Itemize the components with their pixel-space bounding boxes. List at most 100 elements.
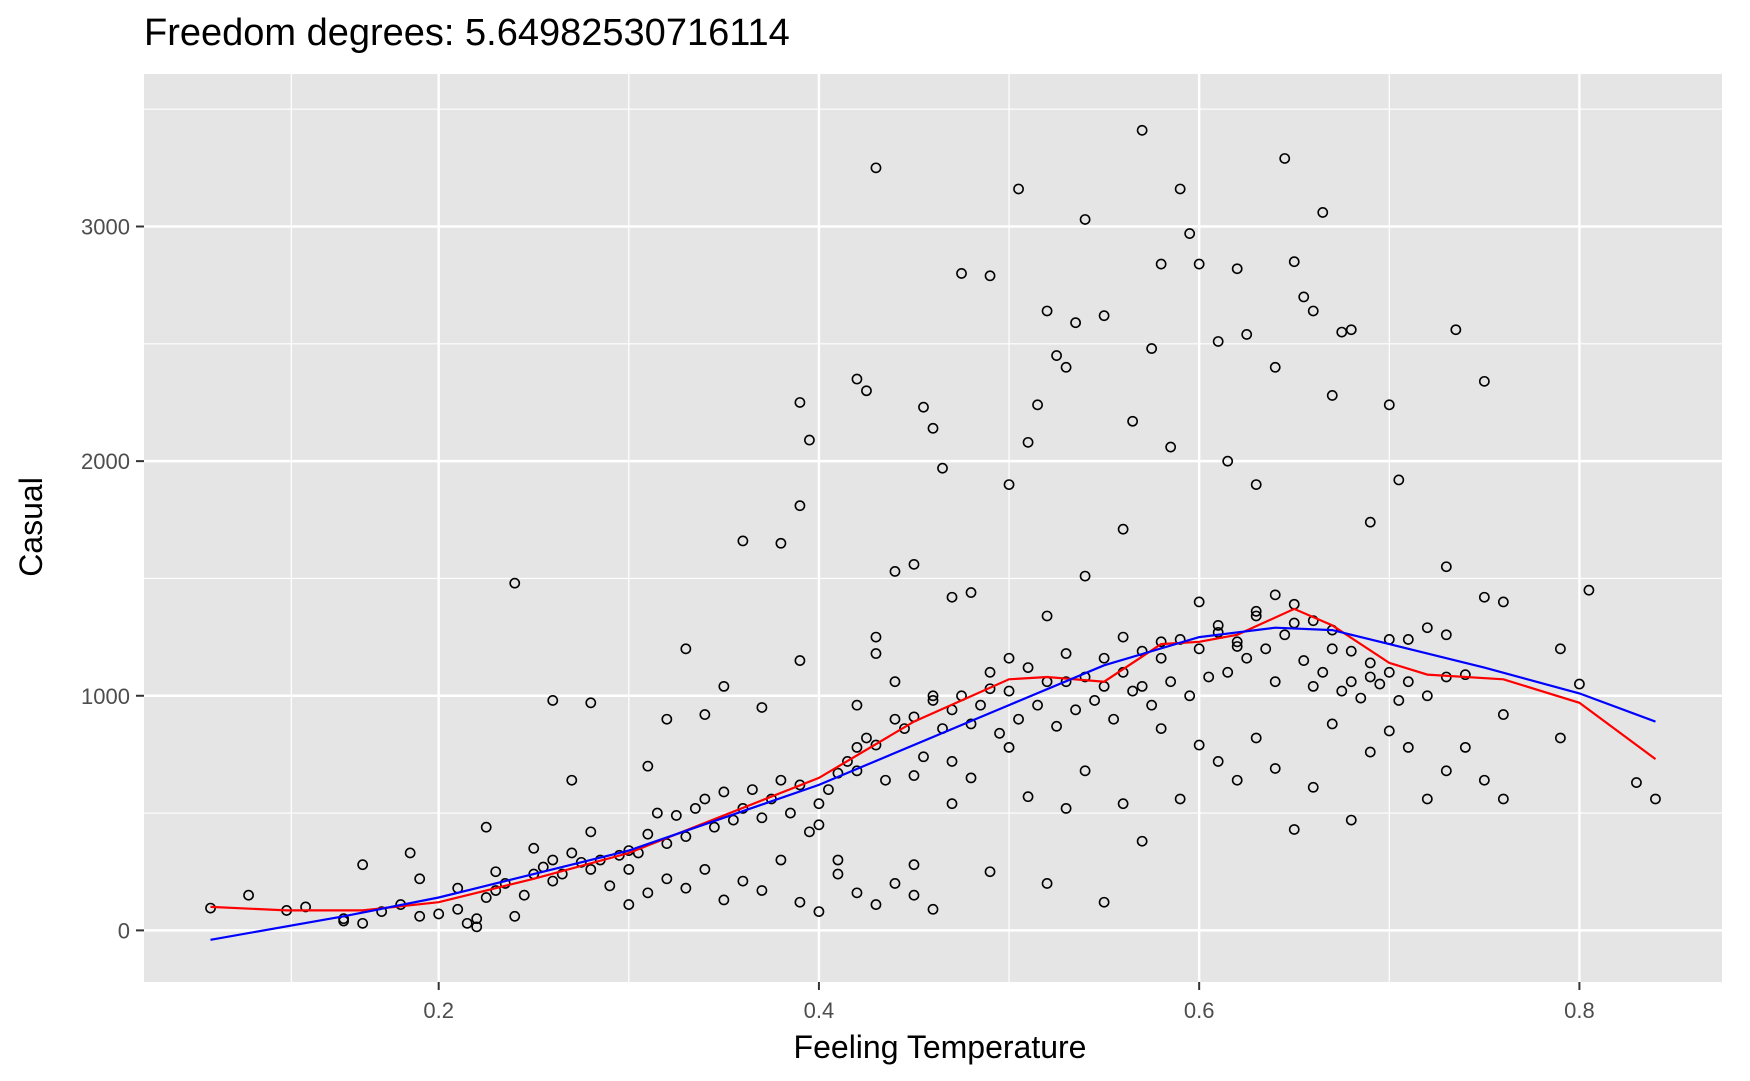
- data-point: [965, 772, 977, 784]
- data-point: [918, 751, 929, 763]
- data-point: [804, 434, 815, 446]
- data-point: [1174, 793, 1186, 805]
- data-point: [889, 566, 901, 577]
- data-point: [1136, 124, 1148, 136]
- data-point: [1478, 375, 1490, 387]
- data-point: [357, 917, 369, 929]
- data-point: [1307, 781, 1319, 793]
- data-point: [1041, 305, 1053, 317]
- data-point: [823, 784, 834, 796]
- data-point: [1022, 791, 1034, 803]
- data-point: [1193, 643, 1205, 655]
- data-point: [376, 906, 388, 918]
- data-point: [1364, 516, 1376, 528]
- data-point: [1383, 666, 1395, 678]
- data-point: [1136, 680, 1148, 692]
- data-point: [661, 713, 673, 725]
- data-point: [1269, 676, 1281, 688]
- data-point: [1383, 399, 1395, 411]
- x-tick-label: 0.4: [804, 998, 835, 1023]
- data-point: [471, 913, 483, 925]
- data-point: [918, 401, 929, 413]
- data-point: [1317, 666, 1329, 678]
- data-point: [870, 162, 882, 174]
- data-point: [689, 802, 701, 814]
- data-point: [1193, 258, 1205, 270]
- data-point: [889, 713, 901, 725]
- data-point: [1108, 713, 1120, 725]
- data-point: [1089, 695, 1101, 706]
- data-point: [499, 878, 511, 889]
- y-tick-label: 2000: [81, 449, 130, 474]
- data-point: [1060, 361, 1072, 373]
- data-point: [699, 793, 711, 805]
- data-point: [1440, 765, 1452, 777]
- data-point: [927, 422, 939, 434]
- data-point: [1497, 793, 1509, 805]
- data-point: [1269, 589, 1281, 601]
- data-point: [1393, 695, 1405, 706]
- data-point: [433, 908, 445, 920]
- data-point: [1260, 643, 1272, 655]
- data-point: [1222, 666, 1234, 678]
- data-point: [1402, 741, 1414, 753]
- data-point: [908, 770, 920, 781]
- data-point: [870, 739, 882, 751]
- data-point: [699, 709, 711, 720]
- data-point: [1127, 415, 1139, 427]
- data-point: [1631, 777, 1642, 788]
- data-point: [851, 741, 863, 753]
- data-point: [642, 828, 654, 840]
- data-point: [414, 873, 426, 885]
- data-point: [1421, 622, 1433, 634]
- data-point: [937, 462, 948, 474]
- data-point: [1402, 676, 1414, 688]
- data-point: [661, 873, 673, 885]
- data-point: [1117, 798, 1129, 810]
- plot-panel: [144, 74, 1722, 982]
- data-point: [756, 885, 768, 896]
- data-point: [737, 535, 749, 547]
- data-point: [908, 859, 920, 871]
- data-point: [566, 847, 578, 859]
- data-point: [1241, 652, 1253, 664]
- data-point: [1098, 652, 1110, 664]
- data-point: [1098, 310, 1110, 322]
- data-point: [1184, 228, 1196, 239]
- data-point: [1326, 718, 1338, 730]
- data-point: [861, 732, 872, 744]
- data-point: [680, 643, 692, 655]
- y-tick-label: 0: [118, 918, 130, 943]
- data-point: [651, 807, 663, 819]
- data-point: [870, 631, 882, 643]
- data-point: [547, 695, 559, 706]
- data-point: [623, 863, 635, 875]
- data-point: [1155, 723, 1167, 735]
- data-point: [585, 826, 597, 838]
- data-point: [1345, 814, 1357, 826]
- data-point: [1440, 561, 1452, 573]
- data-point: [861, 385, 872, 397]
- data-point: [842, 756, 853, 767]
- data-point: [746, 784, 758, 796]
- smooth-spline-line: [210, 607, 1657, 912]
- data-point: [1269, 361, 1281, 373]
- data-point: [794, 779, 806, 791]
- data-point: [1421, 793, 1433, 805]
- data-point: [794, 655, 806, 666]
- data-point: [1345, 645, 1357, 657]
- data-point: [404, 847, 416, 859]
- data-point: [851, 699, 863, 711]
- data-point: [984, 666, 996, 678]
- data-point: [1146, 699, 1158, 711]
- data-point: [984, 270, 996, 282]
- data-point: [1374, 678, 1386, 690]
- data-point: [1231, 641, 1243, 652]
- data-point: [1203, 671, 1215, 683]
- data-point: [832, 868, 844, 880]
- data-point: [1450, 324, 1462, 336]
- x-tick-label: 0.2: [423, 998, 454, 1023]
- data-point: [1146, 343, 1158, 354]
- data-point: [1497, 709, 1509, 720]
